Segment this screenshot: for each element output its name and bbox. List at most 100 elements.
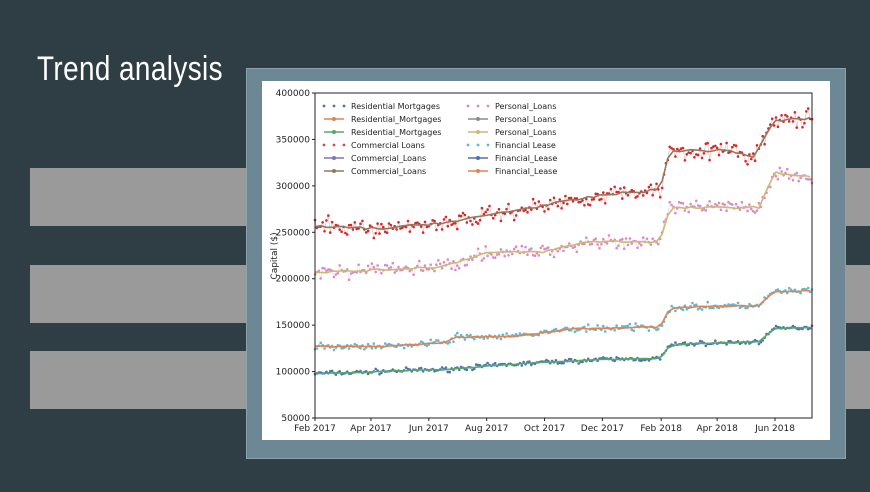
raw-data-point (397, 265, 400, 269)
legend-label: Commercial_Loans (351, 154, 426, 163)
raw-data-point (340, 346, 343, 350)
raw-data-point (632, 329, 635, 333)
raw-data-point (345, 233, 349, 236)
raw-data-point (619, 187, 622, 190)
raw-data-point (748, 342, 751, 345)
raw-data-point (548, 198, 552, 202)
raw-data-point (751, 152, 755, 155)
raw-data-point (376, 222, 379, 225)
raw-data-point (681, 146, 685, 150)
raw-data-point (640, 243, 643, 247)
raw-data-point (440, 228, 444, 231)
raw-data-point (456, 264, 459, 267)
raw-data-point (613, 329, 616, 332)
raw-data-point (573, 330, 577, 334)
raw-data-point (786, 115, 789, 118)
raw-data-point (674, 211, 677, 215)
raw-data-point (323, 230, 326, 233)
raw-data-point (459, 214, 463, 218)
legend-entry: Personal_Loans (466, 102, 556, 111)
raw-data-point (708, 158, 711, 162)
raw-data-point (493, 256, 497, 259)
raw-data-point (748, 203, 751, 206)
raw-data-point (471, 258, 474, 261)
raw-data-point (334, 373, 338, 376)
raw-data-point (336, 271, 340, 275)
raw-data-point (389, 223, 393, 227)
raw-data-point (315, 347, 319, 350)
raw-series-line (314, 325, 813, 375)
raw-data-point (497, 253, 501, 256)
raw-data-point (393, 271, 396, 274)
raw-data-point (784, 113, 787, 117)
chart-panel: 50000 100000 150000 200000 250000 300000 35000… (262, 81, 830, 440)
raw-data-point (448, 341, 451, 344)
raw-data-point (446, 224, 450, 228)
raw-data-point (731, 145, 734, 149)
raw-data-point (554, 327, 558, 331)
raw-data-point (753, 211, 757, 214)
decorative-band-left (30, 351, 246, 409)
raw-data-point (486, 254, 489, 258)
raw-data-point (410, 345, 413, 348)
raw-data-point (564, 194, 567, 198)
raw-data-point (539, 246, 542, 250)
raw-data-point (518, 332, 522, 335)
raw-data-point (647, 185, 651, 189)
raw-data-point (738, 208, 742, 211)
raw-data-point (769, 123, 772, 126)
raw-data-point (319, 341, 322, 345)
raw-data-point (520, 244, 524, 248)
raw-data-point (805, 110, 808, 113)
raw-data-point (473, 337, 476, 341)
legend-label: Residential_Mortgages (351, 115, 441, 124)
raw-data-point (537, 200, 541, 203)
raw-data-point (602, 191, 605, 194)
raw-data-point (795, 171, 799, 175)
raw-data-point (734, 202, 738, 206)
raw-data-point (452, 340, 455, 344)
legend-label: Personal_Loans (495, 115, 556, 124)
raw-data-point (638, 241, 641, 245)
raw-data-point (526, 253, 529, 256)
raw-data-point (548, 253, 552, 256)
raw-data-point (603, 202, 607, 205)
raw-data-point (560, 207, 563, 210)
raw-data-point (440, 366, 444, 369)
raw-data-point (528, 360, 531, 363)
raw-data-point (397, 221, 400, 224)
legend-marker (476, 117, 480, 121)
raw-data-point (630, 188, 634, 192)
raw-data-point (689, 202, 692, 206)
raw-data-point (340, 230, 343, 233)
raw-data-point (514, 245, 518, 248)
raw-data-point (700, 340, 704, 343)
raw-data-point (463, 338, 467, 341)
legend-label: Financial Lease (495, 141, 556, 150)
raw-data-point (744, 159, 747, 163)
x-tick-label: Oct 2017 (524, 424, 565, 434)
legend-marker (322, 104, 326, 108)
raw-data-point (602, 237, 605, 241)
raw-data-point (404, 366, 408, 369)
series-group (313, 107, 814, 240)
raw-data-point (685, 308, 689, 311)
raw-data-point (372, 265, 376, 269)
raw-data-point (600, 243, 603, 246)
legend-label: Residential_Mortgages (351, 128, 441, 137)
raw-data-point (617, 244, 620, 247)
raw-data-point (630, 242, 634, 245)
y-tick-label: 300000 (276, 182, 311, 192)
raw-data-point (569, 357, 573, 361)
raw-data-point (605, 242, 609, 245)
legend-entry: Residential Mortgages (322, 102, 440, 111)
raw-data-point (698, 147, 702, 150)
raw-data-point (330, 369, 334, 373)
raw-data-point (583, 325, 586, 329)
raw-data-point (330, 220, 334, 224)
raw-data-point (626, 324, 630, 328)
raw-data-point (751, 210, 755, 213)
raw-data-point (770, 117, 774, 121)
raw-data-point (533, 202, 537, 205)
raw-data-point (634, 322, 637, 325)
